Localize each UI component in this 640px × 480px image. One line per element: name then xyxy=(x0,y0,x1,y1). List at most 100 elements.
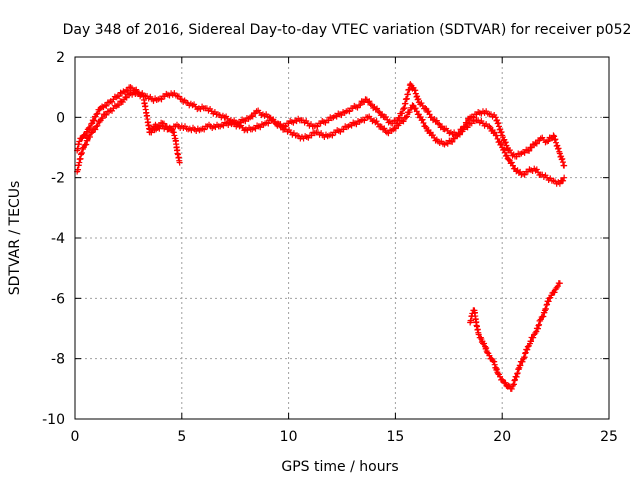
x-tick-label: 25 xyxy=(600,429,618,445)
data-point-main-upper xyxy=(91,117,98,124)
data-point-main-lower xyxy=(456,131,463,138)
data-point-main-upper xyxy=(550,132,557,139)
data-point-main-lower xyxy=(116,101,123,108)
data-point-main-upper xyxy=(551,133,558,140)
data-point-main-upper xyxy=(502,139,509,146)
data-point-main-lower xyxy=(252,125,259,132)
data-point-main-upper xyxy=(528,144,535,151)
data-point-main-lower xyxy=(561,174,568,181)
data-point-main-upper xyxy=(495,119,502,126)
data-point-main-upper xyxy=(414,96,421,103)
data-point-lower-v xyxy=(556,280,563,287)
data-point-main-lower xyxy=(385,130,392,137)
data-point-main-lower xyxy=(308,132,315,139)
data-point-main-lower xyxy=(419,116,426,123)
data-point-main-upper xyxy=(433,117,440,124)
data-point-main-upper xyxy=(561,162,568,169)
data-point-main-lower xyxy=(444,140,451,147)
data-point-main-upper xyxy=(559,155,566,162)
data-point-lower-v xyxy=(551,289,558,296)
data-point-main-upper xyxy=(399,110,406,117)
x-axis-label: GPS time / hours xyxy=(281,459,398,475)
data-point-main-upper xyxy=(545,138,552,145)
y-tick-label: -8 xyxy=(51,352,65,368)
data-point-main-lower xyxy=(99,115,106,122)
data-point-main-lower xyxy=(409,102,416,109)
data-point-main-upper xyxy=(426,111,433,118)
y-tick-label: -10 xyxy=(42,412,65,428)
axis-ticks: 0 5 10 15 20 25 -10 -8 -6 -4 -2 0 2 xyxy=(42,50,618,445)
data-point-main-upper xyxy=(383,113,390,120)
data-point-main-lower xyxy=(533,166,540,173)
data-point-main-upper xyxy=(375,108,382,115)
data-point-main-upper xyxy=(425,108,432,115)
data-point-main-upper xyxy=(521,149,528,156)
x-tick-label: 20 xyxy=(493,429,511,445)
data-point-main-upper xyxy=(418,100,425,107)
data-point-main-upper xyxy=(497,126,504,133)
x-tick-label: 10 xyxy=(280,429,298,445)
data-point-main-lower xyxy=(92,126,99,133)
data-point-main-lower xyxy=(521,171,528,178)
data-point-main-lower xyxy=(403,114,410,121)
data-point-main-lower xyxy=(400,118,407,125)
data-point-main-upper xyxy=(513,153,520,160)
data-point-main-upper xyxy=(93,111,100,118)
data-point-main-upper xyxy=(556,150,563,157)
data-point-main-lower xyxy=(406,109,413,116)
data-point-main-lower xyxy=(412,105,419,112)
data-point-lower-v xyxy=(554,283,561,290)
data-point-main-lower xyxy=(277,121,284,128)
data-point-main-upper xyxy=(415,95,422,102)
data-point-main-upper xyxy=(379,111,386,118)
data-point-main-lower xyxy=(220,122,227,129)
data-point-lower-v xyxy=(481,340,488,347)
data-point-main-lower xyxy=(123,94,130,101)
data-point-lower-v xyxy=(502,379,509,386)
data-point-main-lower xyxy=(103,111,110,118)
data-point-main-upper xyxy=(533,140,540,147)
y-axis-label: SDTVAR / TECUs xyxy=(7,181,23,296)
data-point-main-lower xyxy=(503,152,510,159)
data-point-main-lower xyxy=(381,125,388,132)
data-point-main-upper xyxy=(76,138,83,145)
data-point-main-lower xyxy=(93,123,100,130)
data-point-lower-v xyxy=(519,358,526,365)
data-point-main-upper xyxy=(558,156,565,163)
data-point-main-upper xyxy=(559,159,566,166)
data-point-main-upper xyxy=(526,147,533,154)
data-point-main-lower xyxy=(353,121,360,128)
data-point-lower-v xyxy=(530,334,537,341)
data-point-branch-x3.5 xyxy=(156,123,163,130)
data-point-main-lower xyxy=(88,130,95,137)
grid-lines xyxy=(75,57,609,419)
data-point-main-upper xyxy=(116,93,123,100)
data-point-main-upper xyxy=(242,118,249,125)
data-point-main-lower xyxy=(265,120,272,127)
data-point-main-lower xyxy=(348,122,355,129)
data-point-main-lower xyxy=(560,177,567,184)
data-point-main-lower xyxy=(451,135,458,142)
data-point-lower-v xyxy=(494,370,501,377)
data-point-main-upper xyxy=(346,108,353,115)
data-point-main-upper xyxy=(78,135,85,142)
data-point-main-upper xyxy=(314,123,321,130)
data-points xyxy=(74,81,568,392)
data-point-main-lower xyxy=(373,118,380,125)
data-point-main-lower xyxy=(491,129,498,136)
data-point-lower-v xyxy=(484,349,491,356)
data-point-main-lower xyxy=(468,120,475,127)
data-point-main-upper xyxy=(325,117,332,124)
data-point-branch-x3.5 xyxy=(176,159,183,166)
data-point-main-upper xyxy=(158,96,165,103)
data-point-main-lower xyxy=(420,119,427,126)
data-point-main-upper xyxy=(553,139,560,146)
data-point-main-lower xyxy=(501,146,508,153)
data-point-main-upper xyxy=(492,114,499,121)
data-point-main-upper xyxy=(367,101,374,108)
data-point-main-upper xyxy=(414,93,421,100)
data-point-main-lower xyxy=(556,180,563,187)
data-point-main-upper xyxy=(494,117,501,124)
data-point-main-lower xyxy=(361,117,368,124)
